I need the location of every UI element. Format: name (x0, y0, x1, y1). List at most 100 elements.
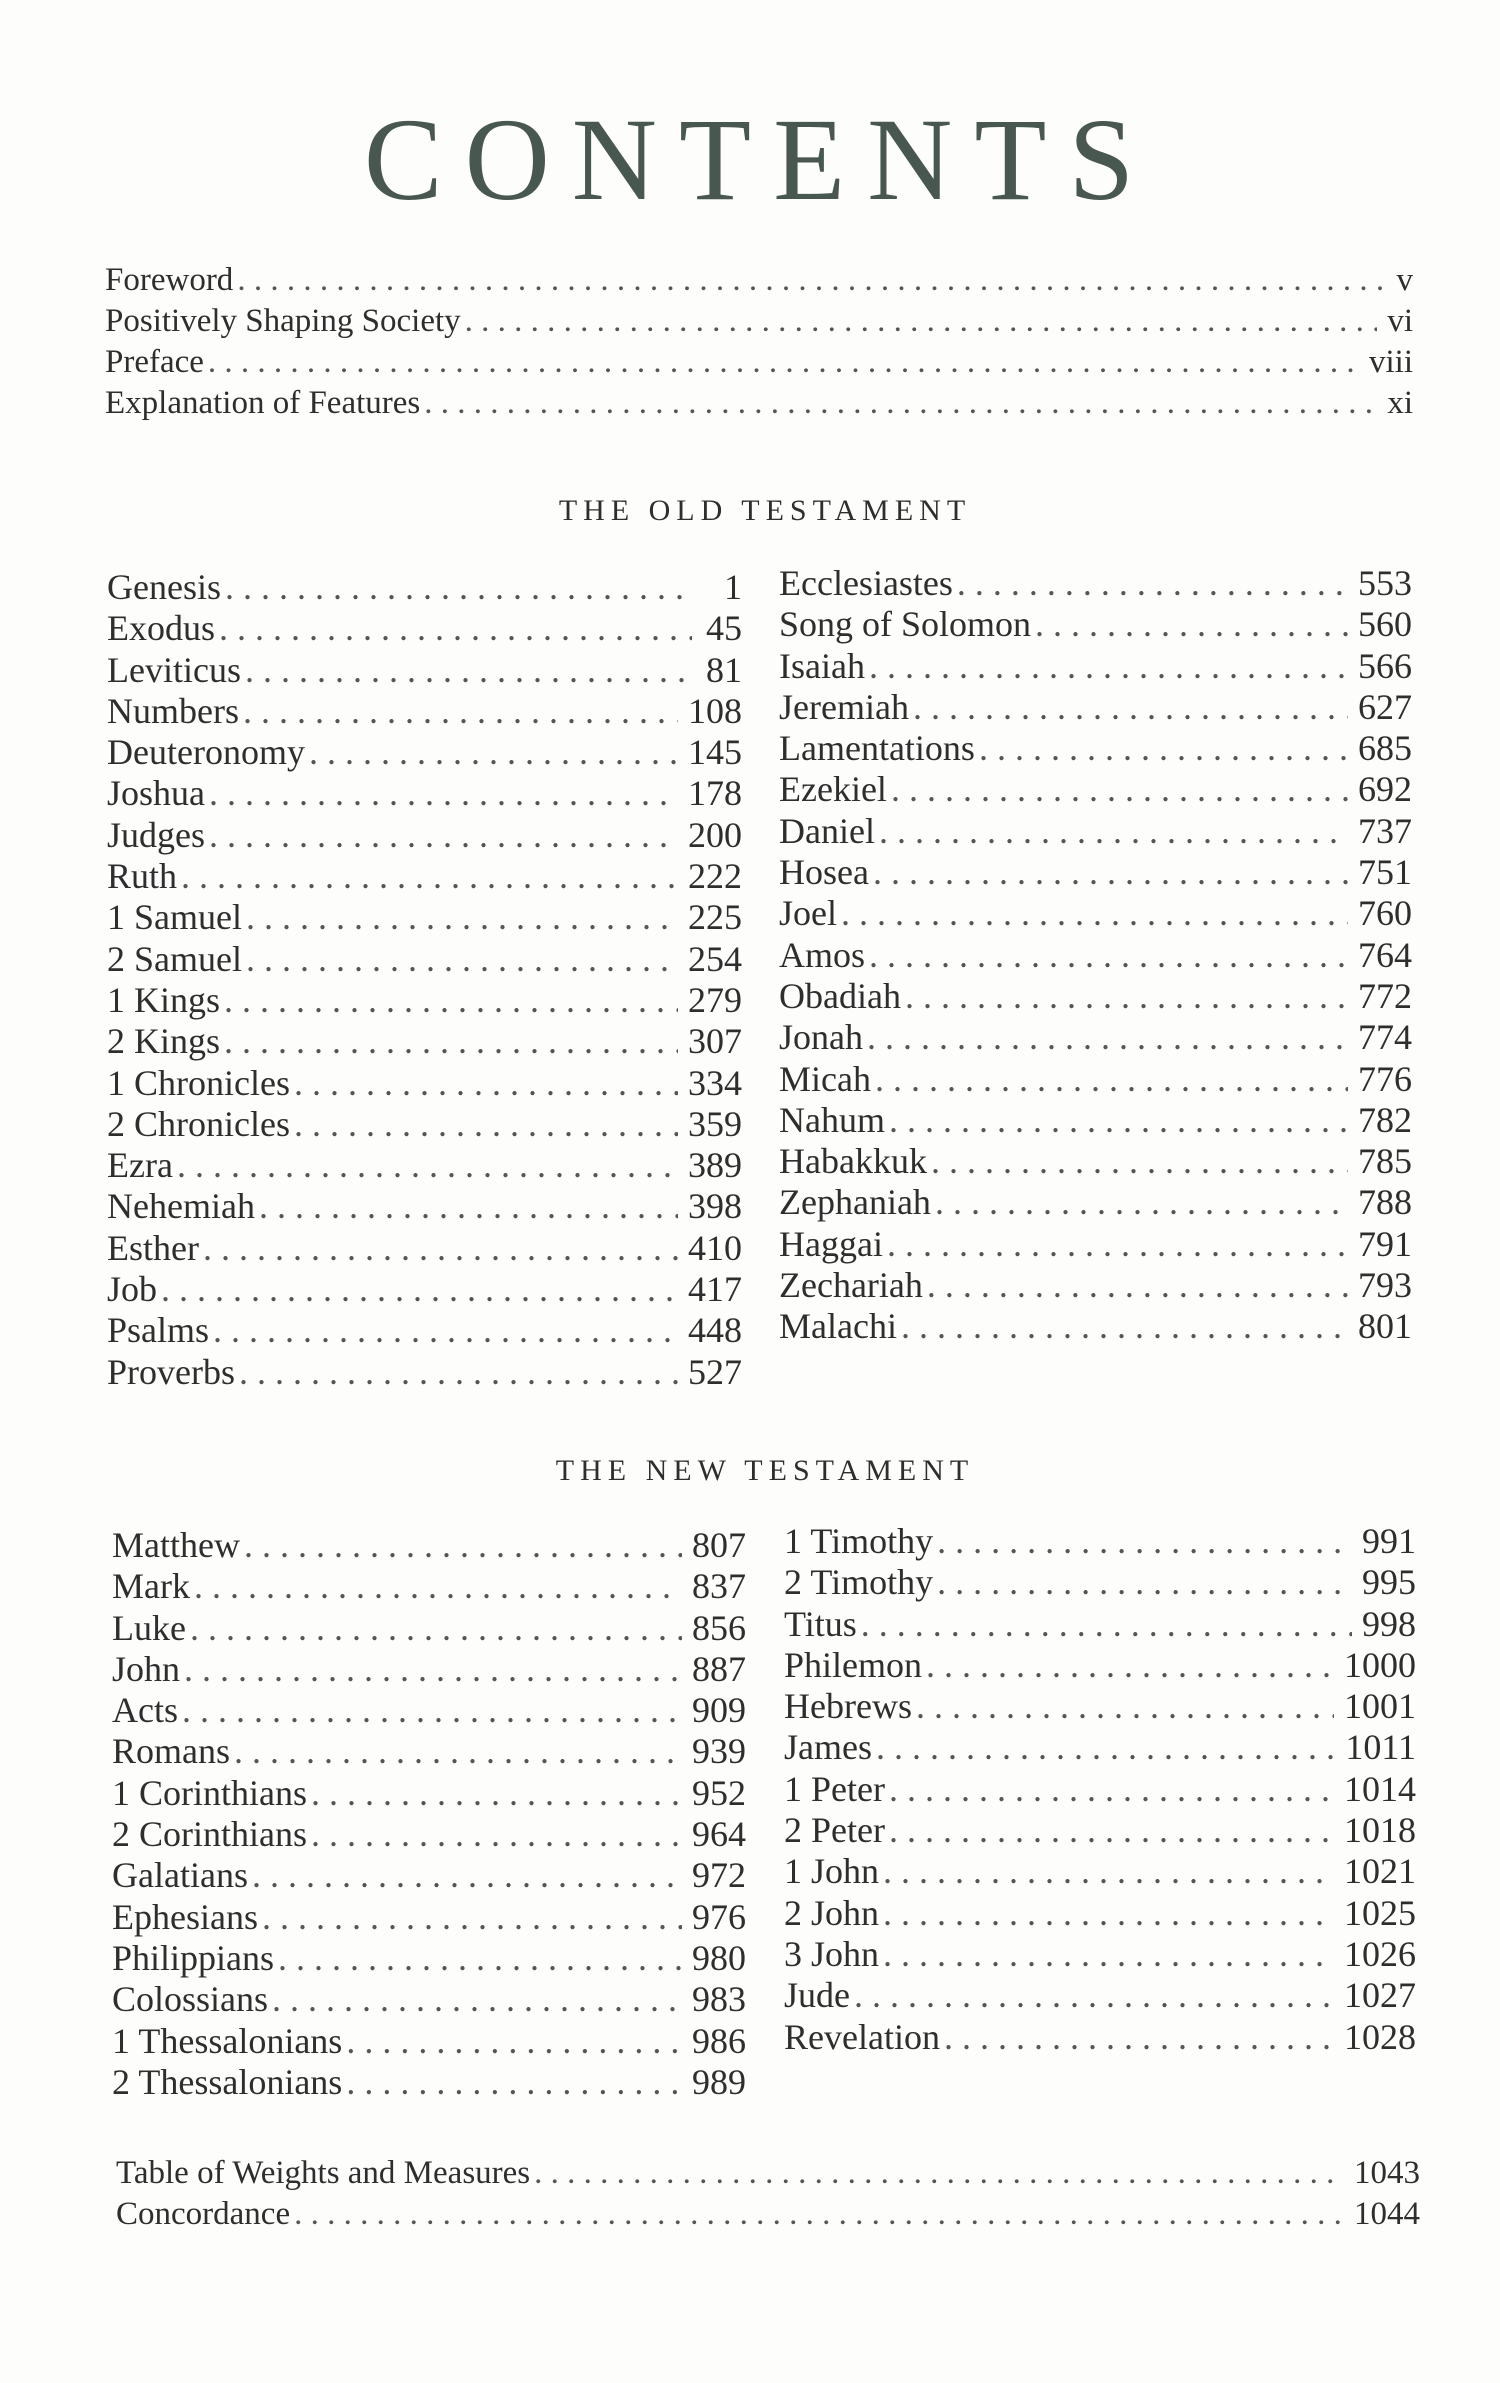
entry-title: Numbers (107, 690, 239, 731)
leader-dots (465, 303, 1378, 340)
entry-title: Judges (107, 814, 205, 855)
toc-entry: Philemon 1000 (784, 1644, 1416, 1685)
entry-page-number: 359 (688, 1103, 742, 1144)
entry-title: Micah (779, 1058, 871, 1099)
leader-dots (1035, 603, 1348, 645)
entry-title: 1 Chronicles (107, 1062, 290, 1103)
toc-entry: Song of Solomon 560 (779, 603, 1412, 644)
entry-title: Joshua (107, 773, 205, 814)
entry-title: Luke (112, 1607, 186, 1648)
entry-title: 1 Timothy (784, 1521, 934, 1561)
entry-page-number: 793 (1358, 1265, 1412, 1306)
leader-dots (879, 810, 1348, 852)
toc-entry: 2 Kings 307 (107, 1020, 742, 1061)
toc-entry: 1 Corinthians 952 (112, 1772, 746, 1813)
entry-page-number: 989 (692, 2061, 746, 2102)
entry-page-number: 964 (692, 1814, 746, 1855)
leader-dots (346, 2061, 682, 2103)
entry-title: Galatians (112, 1855, 248, 1896)
leader-dots (309, 731, 678, 773)
entry-page-number: 448 (688, 1310, 742, 1351)
toc-entry: Judges 200 (107, 814, 742, 855)
leader-dots (208, 344, 1359, 381)
entry-page-number: 837 (692, 1566, 746, 1607)
entry-title: Nehemiah (107, 1186, 255, 1227)
leader-dots (861, 1603, 1352, 1645)
front-matter-list: Foreword v Positively Shaping Society vi Pre… (105, 262, 1413, 426)
entry-title: Jude (784, 1975, 850, 2016)
leader-dots (203, 1227, 678, 1269)
entry-page-number: 1014 (1344, 1768, 1416, 1809)
leader-dots (239, 1351, 678, 1393)
entry-page-number: 1025 (1344, 1892, 1416, 1933)
entry-title: 1 Peter (784, 1768, 885, 1809)
toc-entry: Isaiah 566 (779, 645, 1412, 686)
entry-page-number: 788 (1358, 1182, 1412, 1223)
entry-title: Romans (112, 1731, 231, 1772)
entry-page-number: 737 (1358, 810, 1412, 851)
leader-dots (854, 1974, 1334, 2016)
leader-dots (259, 1185, 678, 1227)
entry-title: Philemon (784, 1644, 923, 1685)
toc-entry: Ruth 222 (107, 855, 742, 896)
entry-page-number: 398 (688, 1186, 742, 1227)
entry-title: Habakkuk (779, 1141, 927, 1182)
entry-title: 1 Thessalonians (112, 2020, 343, 2061)
leader-dots (181, 855, 678, 897)
toc-entry: Explanation of Features xi (105, 385, 1413, 426)
leader-dots (916, 1685, 1334, 1727)
leader-dots (294, 1062, 678, 1104)
toc-entry: Habakkuk 785 (779, 1140, 1412, 1181)
toc-entry: Haggai 791 (779, 1223, 1412, 1264)
toc-entry: 2 Corinthians 964 (112, 1813, 746, 1854)
entry-title: Mark (112, 1566, 190, 1607)
entry-title: 2 Samuel (107, 938, 242, 979)
leader-dots (883, 1892, 1334, 1934)
entry-title: Joel (779, 893, 837, 934)
leader-dots (311, 1772, 682, 1814)
toc-entry: Nehemiah 398 (107, 1185, 742, 1226)
entry-title: Haggai (779, 1223, 883, 1264)
entry-title: Daniel (779, 810, 875, 851)
entry-page-number: 560 (1358, 604, 1412, 645)
toc-entry: Titus 998 (784, 1603, 1416, 1644)
leader-dots (883, 1933, 1334, 1975)
entry-page-number: 200 (688, 814, 742, 855)
toc-entry: Amos 764 (779, 934, 1412, 975)
entry-page-number: 980 (692, 1937, 746, 1978)
entry-page-number: 1044 (1354, 2196, 1420, 2232)
entry-title: Exodus (107, 608, 215, 649)
entry-title: Leviticus (107, 649, 241, 690)
toc-entry: Revelation 1028 (784, 2016, 1416, 2057)
toc-entry: Joel 760 (779, 892, 1412, 933)
toc-entry: Daniel 737 (779, 810, 1412, 851)
toc-entry: Jeremiah 627 (779, 686, 1412, 727)
entry-title: Lamentations (779, 728, 975, 769)
entry-page-number: 995 (1362, 1562, 1416, 1603)
entry-title: Hebrews (784, 1686, 912, 1727)
entry-page-number: 807 (692, 1525, 746, 1565)
toc-entry: Ezra 389 (107, 1144, 742, 1185)
entry-page-number: 45 (706, 608, 742, 649)
entry-page-number: 801 (1358, 1306, 1412, 1347)
entry-page-number: 952 (692, 1772, 746, 1813)
entry-title: Table of Weights and Measures (116, 2155, 531, 2191)
toc-entry: Preface viii (105, 344, 1413, 385)
entry-page-number: 145 (688, 732, 742, 773)
leader-dots (246, 896, 678, 938)
toc-entry: 1 Chronicles 334 (107, 1062, 742, 1103)
leader-dots (224, 1020, 678, 1062)
entry-title: 2 Thessalonians (112, 2061, 343, 2102)
toc-entry: Malachi 801 (779, 1305, 1412, 1346)
entry-title: Ezekiel (779, 769, 887, 810)
leader-dots (424, 385, 1377, 422)
toc-entry: Genesis 1 (107, 566, 742, 607)
toc-entry: Jude 1027 (784, 1974, 1416, 2015)
leader-dots (841, 892, 1348, 934)
entry-title: Explanation of Features (105, 385, 421, 421)
leader-dots (867, 1016, 1348, 1058)
leader-dots (891, 768, 1348, 810)
entry-page-number: 254 (688, 938, 742, 979)
entry-title: Isaiah (779, 645, 865, 686)
toc-entry: Exodus 45 (107, 607, 742, 648)
